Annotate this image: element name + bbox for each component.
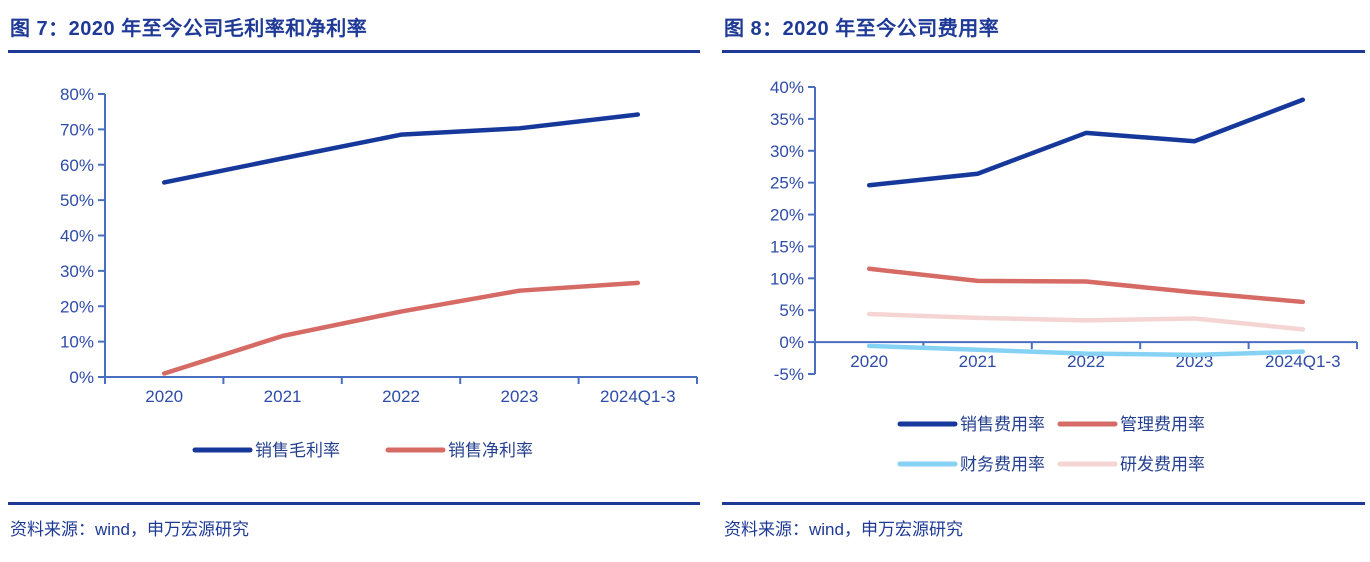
y-tick-label: 50% (60, 191, 94, 210)
x-tick-label: 2024Q1-3 (600, 387, 676, 406)
figure-8-source-row: 资料来源：wind，申万宏源研究 (722, 502, 1365, 540)
figure-8-source: 资料来源：wind，申万宏源研究 (724, 520, 963, 539)
y-tick-label: 20% (770, 206, 804, 225)
x-tick-label: 2021 (959, 352, 997, 371)
legend-label-0: 销售毛利率 (255, 441, 340, 460)
y-tick-label: 70% (60, 120, 94, 139)
x-tick-label: 2022 (1067, 352, 1105, 371)
x-tick-label: 2024Q1-3 (1265, 352, 1341, 371)
x-tick-label: 2020 (145, 387, 183, 406)
y-tick-label: 40% (60, 227, 94, 246)
x-tick-label: 2023 (500, 387, 538, 406)
figure-7-chart: 0% 10% 20% 30% 40% 50% 60% 70% 80% 2020 2021 2022 20… (60, 85, 698, 460)
figure-7-title: 图 7：2020 年至今公司毛利率和净利率 (8, 6, 700, 53)
y-tick-label: 30% (60, 262, 94, 281)
y-tick-label: 15% (770, 237, 804, 256)
y-tick-label: 10% (60, 333, 94, 352)
figure-7-source: 资料来源：wind，申万宏源研究 (10, 520, 249, 539)
figure-8-panel: 图 8：2020 年至今公司费用率 -5% 0% 5% 10% 15% 20% 25% 30%… (722, 6, 1365, 540)
series-line-0 (866, 97, 1306, 188)
y-tick-label: 10% (770, 269, 804, 288)
figure-8-title: 图 8：2020 年至今公司费用率 (722, 6, 1365, 53)
y-tick-label: 80% (60, 85, 94, 104)
legend-label-1: 管理费用率 (1120, 415, 1205, 434)
figure-7-source-row: 资料来源：wind，申万宏源研究 (8, 502, 700, 540)
series-line-1 (161, 280, 641, 376)
y-tick-label: 20% (60, 297, 94, 316)
y-tick-label: 25% (770, 174, 804, 193)
series-line-3 (866, 311, 1306, 332)
y-tick-label: 60% (60, 156, 94, 175)
report-figures-page: 图 7：2020 年至今公司毛利率和净利率 0% 10% 20% 30% 40% 50% 6… (8, 6, 1365, 540)
y-tick-label: 0% (69, 368, 94, 387)
series-line-1 (866, 266, 1306, 305)
y-tick-label: -5% (774, 365, 804, 384)
series-line-0 (161, 112, 641, 185)
series-line-2 (866, 343, 1306, 358)
legend-label-2: 财务费用率 (960, 455, 1045, 474)
figure-7-panel: 图 7：2020 年至今公司毛利率和净利率 0% 10% 20% 30% 40% 50% 6… (8, 6, 700, 540)
y-tick-label: 0% (779, 333, 804, 352)
x-tick-label: 2022 (382, 387, 420, 406)
legend-label-1: 销售净利率 (448, 441, 533, 460)
legend-label-3: 研发费用率 (1120, 455, 1205, 474)
x-tick-label: 2020 (850, 352, 888, 371)
figure-8-chart: -5% 0% 5% 10% 15% 20% 25% 30% 35% 40% 2020 2021 2022… (770, 78, 1358, 474)
y-tick-label: 35% (770, 110, 804, 129)
legend-label-0: 销售费用率 (960, 415, 1045, 434)
y-tick-label: 30% (770, 142, 804, 161)
x-tick-label: 2021 (264, 387, 302, 406)
y-tick-label: 5% (779, 301, 804, 320)
y-tick-label: 40% (770, 78, 804, 97)
